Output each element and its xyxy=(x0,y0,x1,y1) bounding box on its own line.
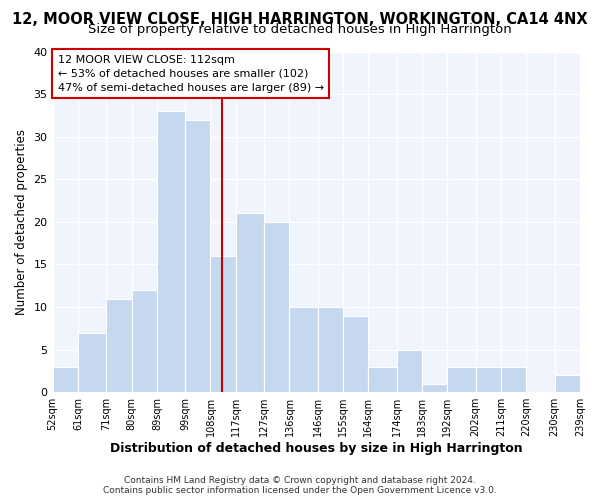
Bar xyxy=(211,256,236,392)
Y-axis label: Number of detached properties: Number of detached properties xyxy=(15,129,28,315)
Bar xyxy=(476,366,501,392)
Bar xyxy=(554,375,580,392)
Bar xyxy=(53,366,78,392)
Bar xyxy=(185,120,211,392)
Text: 12 MOOR VIEW CLOSE: 112sqm
← 53% of detached houses are smaller (102)
47% of sem: 12 MOOR VIEW CLOSE: 112sqm ← 53% of deta… xyxy=(58,55,324,93)
Bar xyxy=(131,290,157,392)
Text: Contains HM Land Registry data © Crown copyright and database right 2024.
Contai: Contains HM Land Registry data © Crown c… xyxy=(103,476,497,495)
Bar xyxy=(106,298,131,392)
X-axis label: Distribution of detached houses by size in High Harrington: Distribution of detached houses by size … xyxy=(110,442,523,455)
Bar xyxy=(448,366,476,392)
Bar xyxy=(289,307,317,392)
Bar xyxy=(397,350,422,392)
Text: 12, MOOR VIEW CLOSE, HIGH HARRINGTON, WORKINGTON, CA14 4NX: 12, MOOR VIEW CLOSE, HIGH HARRINGTON, WO… xyxy=(12,12,588,28)
Bar xyxy=(317,307,343,392)
Bar xyxy=(343,316,368,392)
Bar xyxy=(78,332,106,392)
Text: Size of property relative to detached houses in High Harrington: Size of property relative to detached ho… xyxy=(88,22,512,36)
Bar xyxy=(422,384,448,392)
Bar xyxy=(236,214,264,392)
Bar xyxy=(501,366,526,392)
Bar xyxy=(368,366,397,392)
Bar xyxy=(264,222,289,392)
Bar xyxy=(157,111,185,392)
